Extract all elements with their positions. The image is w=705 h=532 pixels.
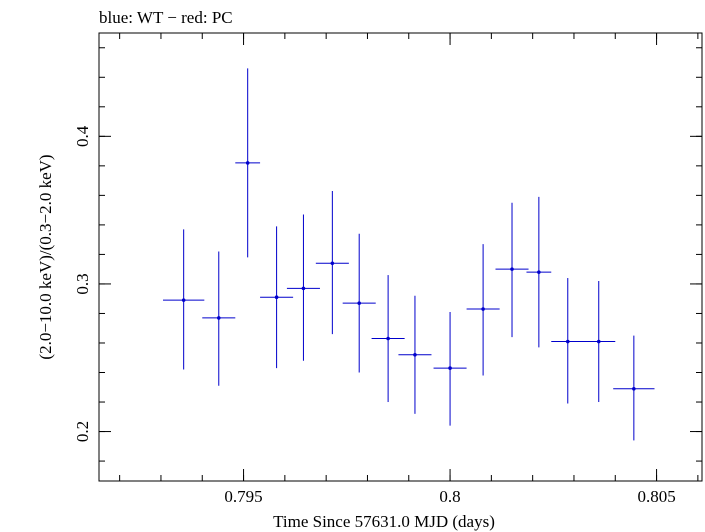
data-point	[163, 229, 205, 370]
point-marker	[481, 307, 485, 311]
point-marker	[510, 267, 514, 271]
point-marker	[301, 286, 306, 291]
data-point	[398, 295, 432, 414]
point-marker	[596, 339, 601, 344]
point-marker	[632, 386, 636, 391]
data-point	[235, 68, 261, 258]
plot-frame	[98, 32, 703, 482]
data-point	[202, 251, 236, 386]
point-marker	[274, 295, 279, 300]
point-marker	[386, 336, 390, 341]
data-point	[371, 275, 405, 403]
data-point	[582, 280, 616, 403]
y-axis-label: (2.0−10.0 keV)/(0.3−2.0 keV)	[36, 154, 55, 359]
data-point	[342, 233, 376, 373]
point-marker	[330, 261, 335, 266]
y-tick-label: 0.3	[73, 273, 92, 294]
x-axis-label: Time Since 57631.0 MJD (days)	[273, 512, 495, 531]
x-tick-label: 0.805	[637, 487, 675, 506]
data-point	[526, 196, 552, 348]
chart-title: blue: WT − red: PC	[99, 8, 233, 27]
data-point	[551, 278, 585, 404]
data-point	[495, 202, 529, 338]
y-tick-label: 0.2	[73, 421, 92, 442]
point-marker	[448, 366, 452, 370]
point-marker	[413, 352, 417, 357]
data-point	[286, 214, 320, 361]
y-tick-label: 0.4	[73, 125, 92, 147]
point-marker	[565, 339, 570, 344]
point-marker	[181, 298, 186, 302]
x-tick-label: 0.8	[439, 487, 460, 506]
point-marker	[216, 316, 221, 320]
data-point	[613, 335, 655, 441]
data-point	[433, 311, 467, 426]
point-marker	[357, 301, 361, 305]
x-tick-label: 0.795	[224, 487, 262, 506]
data-point	[466, 244, 500, 376]
point-marker	[245, 161, 250, 165]
data-series	[163, 68, 655, 441]
data-point	[260, 226, 294, 369]
axes: 0.795 0.8 0.805 0.2 0.3 0.4	[73, 33, 702, 506]
data-point	[315, 190, 349, 335]
point-marker	[537, 270, 541, 274]
